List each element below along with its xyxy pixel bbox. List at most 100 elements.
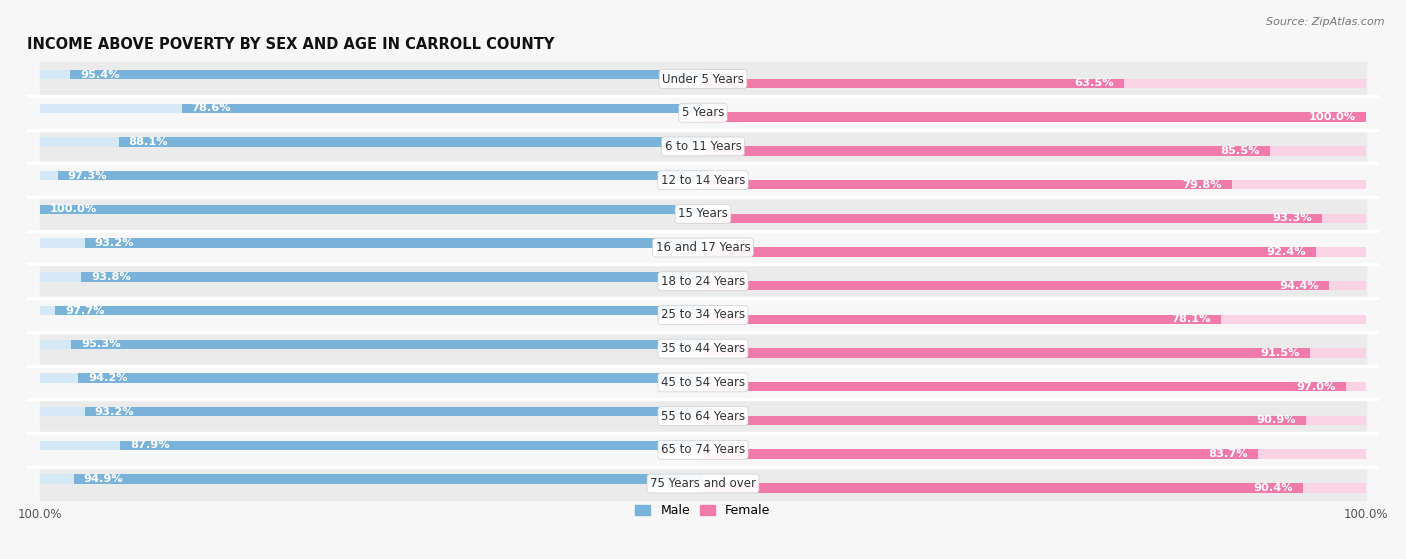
Bar [39, 62, 1367, 96]
Bar [70, 70, 703, 79]
Bar [118, 138, 703, 147]
Bar [703, 281, 1329, 290]
Bar [703, 79, 1367, 88]
Text: 100.0%: 100.0% [49, 205, 97, 215]
Text: 94.2%: 94.2% [89, 373, 128, 383]
Bar [39, 440, 703, 450]
Bar [39, 96, 1367, 130]
Text: 94.9%: 94.9% [83, 474, 124, 484]
Bar [39, 130, 1367, 163]
Text: 15 Years: 15 Years [678, 207, 728, 220]
Bar [39, 306, 703, 315]
Text: 95.4%: 95.4% [80, 70, 120, 79]
Bar [703, 315, 1367, 324]
Text: 18 to 24 Years: 18 to 24 Years [661, 275, 745, 288]
Text: 90.4%: 90.4% [1253, 483, 1292, 493]
Text: 16 and 17 Years: 16 and 17 Years [655, 241, 751, 254]
Bar [39, 366, 1367, 399]
Bar [39, 373, 703, 383]
Text: 5 Years: 5 Years [682, 106, 724, 119]
Text: 78.6%: 78.6% [191, 103, 232, 113]
Bar [703, 214, 1322, 223]
Text: 65 to 74 Years: 65 to 74 Years [661, 443, 745, 456]
Bar [39, 205, 703, 214]
Bar [39, 231, 1367, 264]
Bar [70, 339, 703, 349]
Text: 95.3%: 95.3% [82, 339, 121, 349]
Bar [703, 112, 1367, 122]
Bar [39, 467, 1367, 500]
Bar [703, 180, 1232, 190]
Text: 88.1%: 88.1% [129, 137, 169, 147]
Bar [703, 247, 1367, 257]
Bar [703, 180, 1367, 190]
Legend: Male, Female: Male, Female [630, 499, 776, 522]
Bar [703, 247, 1316, 257]
Text: 87.9%: 87.9% [129, 440, 170, 451]
Text: INCOME ABOVE POVERTY BY SEX AND AGE IN CARROLL COUNTY: INCOME ABOVE POVERTY BY SEX AND AGE IN C… [27, 37, 554, 53]
Text: 25 to 34 Years: 25 to 34 Years [661, 309, 745, 321]
Bar [39, 433, 1367, 467]
Bar [39, 197, 1367, 231]
Text: 93.2%: 93.2% [94, 407, 135, 416]
Bar [703, 79, 1125, 88]
Bar [703, 146, 1367, 155]
Bar [39, 264, 1367, 298]
Text: 85.5%: 85.5% [1220, 146, 1260, 156]
Bar [120, 440, 703, 450]
Bar [39, 339, 703, 349]
Bar [55, 306, 703, 315]
Text: 83.7%: 83.7% [1209, 449, 1249, 459]
Bar [703, 416, 1367, 425]
Text: 93.3%: 93.3% [1272, 213, 1312, 223]
Text: 55 to 64 Years: 55 to 64 Years [661, 410, 745, 423]
Text: 6 to 11 Years: 6 to 11 Years [665, 140, 741, 153]
Bar [39, 163, 1367, 197]
Bar [39, 205, 703, 214]
Bar [703, 281, 1367, 290]
Text: 12 to 14 Years: 12 to 14 Years [661, 174, 745, 187]
Bar [703, 483, 1302, 492]
Text: 97.0%: 97.0% [1296, 382, 1336, 392]
Bar [703, 348, 1367, 358]
Text: 79.8%: 79.8% [1182, 179, 1222, 190]
Bar [703, 416, 1306, 425]
Bar [39, 239, 703, 248]
Text: 97.3%: 97.3% [67, 170, 107, 181]
Text: Source: ZipAtlas.com: Source: ZipAtlas.com [1267, 17, 1385, 27]
Bar [39, 272, 703, 282]
Bar [79, 373, 703, 383]
Text: 94.4%: 94.4% [1279, 281, 1319, 291]
Bar [703, 483, 1367, 492]
Bar [58, 171, 703, 181]
Bar [39, 138, 703, 147]
Bar [39, 332, 1367, 366]
Text: 97.7%: 97.7% [65, 306, 104, 316]
Bar [181, 103, 703, 113]
Bar [703, 214, 1367, 223]
Bar [703, 348, 1310, 358]
Bar [703, 146, 1270, 155]
Bar [703, 382, 1367, 391]
Bar [84, 407, 703, 416]
Bar [73, 475, 703, 484]
Text: 35 to 44 Years: 35 to 44 Years [661, 342, 745, 355]
Bar [703, 449, 1258, 459]
Bar [39, 103, 703, 113]
Text: 63.5%: 63.5% [1074, 78, 1114, 88]
Bar [82, 272, 703, 282]
Text: 91.5%: 91.5% [1260, 348, 1301, 358]
Bar [703, 315, 1220, 324]
Bar [39, 171, 703, 181]
Bar [39, 298, 1367, 332]
Text: 78.1%: 78.1% [1171, 314, 1211, 324]
Bar [39, 399, 1367, 433]
Bar [39, 407, 703, 416]
Text: 45 to 54 Years: 45 to 54 Years [661, 376, 745, 389]
Bar [39, 70, 703, 79]
Text: 75 Years and over: 75 Years and over [650, 477, 756, 490]
Bar [84, 239, 703, 248]
Bar [703, 449, 1367, 459]
Text: 92.4%: 92.4% [1267, 247, 1306, 257]
Text: 100.0%: 100.0% [1309, 112, 1357, 122]
